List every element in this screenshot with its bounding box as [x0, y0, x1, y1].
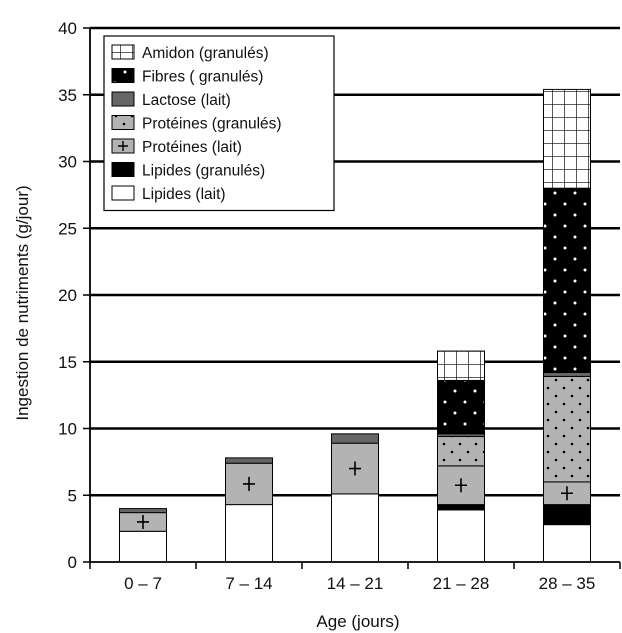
legend-label: Lactose (lait): [142, 92, 231, 109]
y-tick-label: 30: [58, 153, 77, 172]
bar-segment-amidon-granules: [543, 88, 591, 189]
bar-segment-lactose-lait: [543, 371, 591, 377]
bar-segment-proteines-granules: [543, 375, 591, 483]
x-tick-label: 21 – 28: [433, 574, 490, 593]
bar-segment-fibres-granules: [437, 379, 485, 435]
legend-swatch-fibres-granules: [111, 68, 135, 83]
plus-marker: [243, 476, 255, 491]
legend-label: Amidon (granulés): [142, 45, 269, 62]
bars: [119, 88, 591, 563]
x-axis-title: Age (jours): [316, 612, 399, 631]
legend-swatch-lipides-granules: [111, 162, 135, 177]
plus-marker: [561, 486, 573, 501]
legend: Amidon (granulés) Fibres ( granulés) Lacto…: [103, 35, 335, 212]
bar-segment-lipides-lait: [225, 504, 273, 563]
y-tick-label: 15: [58, 353, 77, 372]
legend-swatch-lipides-lait: [111, 185, 135, 201]
legend-swatch-proteines-granules: [111, 115, 135, 130]
legend-swatch-lactose-lait: [111, 91, 135, 107]
tick-labels: 0 5 10 15 20 25 30 35 40 0 – 7 7 – 14 14 – 21 21 – 2…: [58, 19, 595, 593]
plus-marker: [349, 461, 361, 476]
bar-segment-lipides-lait: [437, 509, 485, 563]
y-tick-label: 20: [58, 286, 77, 305]
plus-marker: [137, 514, 149, 529]
y-tick-label: 25: [58, 219, 77, 238]
bar-segment-lipides-granules: [437, 504, 485, 511]
legend-swatch-amidon-granules: [111, 44, 135, 60]
legend-label: Lipides (granulés): [142, 163, 265, 180]
legend-label: Protéines (lait): [142, 139, 242, 156]
x-tick-label: 28 – 35: [539, 574, 596, 593]
legend-label: Protéines (granulés): [142, 116, 282, 133]
x-tick-label: 14 – 21: [327, 574, 384, 593]
y-tick-label: 0: [68, 553, 77, 572]
bar-segment-lipides-granules: [543, 504, 591, 526]
y-tick-label: 35: [58, 86, 77, 105]
plus-marker: [455, 478, 467, 493]
y-tick-label: 10: [58, 420, 77, 439]
bar-segment-lactose-lait: [119, 508, 167, 514]
bar-segment-lipides-lait: [331, 493, 379, 563]
y-tick-label: 40: [58, 19, 77, 38]
legend-box: [103, 35, 335, 212]
bar-segment-lactose-lait: [331, 433, 379, 444]
axes: [83, 27, 621, 569]
plus-marker: [118, 141, 128, 151]
bar-segment-amidon-granules: [437, 350, 485, 381]
x-tick-label: 7 – 14: [225, 574, 272, 593]
legend-label: Lipides (lait): [142, 186, 226, 203]
y-tick-label: 5: [68, 486, 77, 505]
bar-segment-fibres-granules: [543, 187, 591, 373]
legend-label: Fibres ( granulés): [142, 69, 263, 86]
bar-segment-lipides-lait: [543, 524, 591, 563]
bar-segment-lactose-lait: [225, 457, 273, 464]
bar-segment-proteines-granules: [437, 436, 485, 467]
bar-segment-lipides-lait: [119, 530, 167, 563]
y-axis-title: Ingestion de nutriments (g/jour): [13, 185, 32, 420]
x-tick-label: 0 – 7: [124, 574, 162, 593]
